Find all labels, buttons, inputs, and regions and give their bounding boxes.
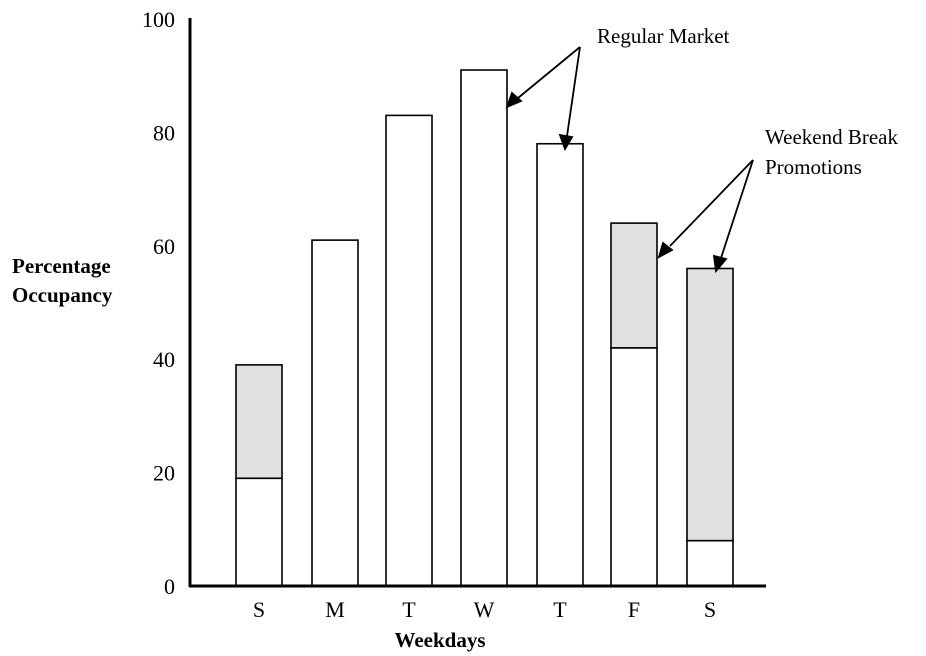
bar-regular-market — [686, 539, 734, 587]
y-tick-label: 20 — [153, 461, 175, 486]
arrow-weekend-to-friday — [657, 159, 754, 259]
bar-regular-market — [235, 477, 283, 587]
y-tick-label: 60 — [153, 234, 175, 259]
x-axis-label: Weekdays — [394, 628, 485, 652]
bar-weekend-break-promotions — [610, 222, 658, 349]
bar-regular-market — [536, 142, 584, 587]
x-tick-label: T — [553, 597, 567, 622]
x-tick-label: M — [325, 597, 345, 622]
annotation-arrows — [505, 46, 754, 274]
y-tick-label: 80 — [153, 120, 175, 145]
bar-regular-market — [460, 69, 508, 587]
x-tick-label: W — [474, 597, 495, 622]
bar-weekend-break-promotions — [686, 267, 734, 542]
x-tick-label: S — [704, 597, 716, 622]
arrow-weekend-to-saturday — [712, 159, 754, 274]
bar-regular-market — [610, 347, 658, 587]
weekend-break-annotation-line-1: Weekend Break — [765, 125, 898, 149]
y-tick-labels: 0 20 40 60 80 100 — [142, 7, 175, 599]
x-tick-label: T — [402, 597, 416, 622]
arrow-regular-to-thursday — [558, 46, 581, 152]
bar-regular-market — [311, 239, 359, 587]
bars-layer — [235, 69, 734, 587]
y-axis-label-line-1: Percentage — [12, 254, 111, 278]
arrow-regular-to-wednesday — [505, 46, 581, 109]
y-tick-label: 40 — [153, 347, 175, 372]
y-tick-label: 0 — [164, 574, 175, 599]
bar-weekend-break-promotions — [235, 364, 283, 480]
x-tick-label: S — [253, 597, 265, 622]
regular-market-annotation: Regular Market — [597, 24, 730, 48]
x-tick-label: F — [628, 597, 640, 622]
weekend-break-annotation-line-2: Promotions — [765, 155, 862, 179]
y-tick-label: 100 — [142, 7, 175, 32]
bar-regular-market — [385, 114, 433, 587]
axes-layer — [188, 18, 766, 588]
y-axis-label-line-2: Occupancy — [12, 283, 113, 307]
